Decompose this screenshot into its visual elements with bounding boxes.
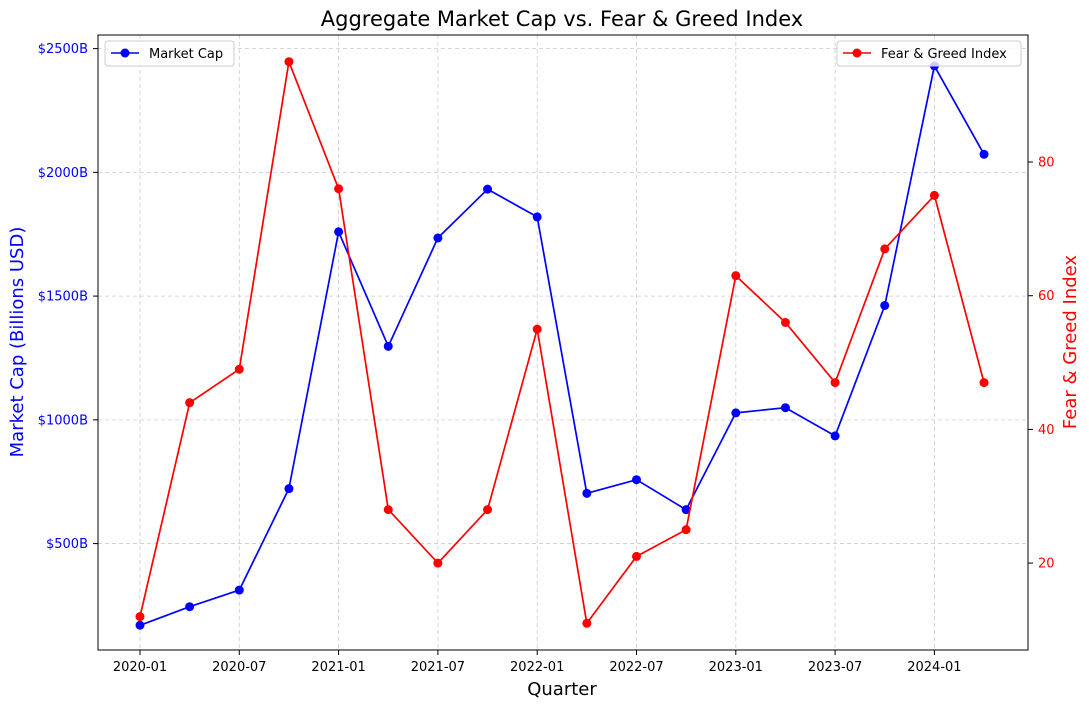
data-point-fear-greed	[483, 505, 493, 515]
data-point-fear-greed	[830, 378, 840, 388]
data-point-fear-greed	[880, 244, 890, 254]
data-point-market-cap	[483, 184, 493, 194]
data-point-market-cap	[185, 602, 195, 612]
x-tick-label: 2020-01	[113, 660, 167, 675]
right-y-tick-label: 20	[1038, 557, 1055, 572]
x-tick-label: 2021-01	[311, 660, 365, 675]
data-point-fear-greed	[632, 551, 641, 561]
data-point-fear-greed	[433, 558, 443, 568]
series-line-fear-greed	[139, 60, 985, 625]
data-point-market-cap	[135, 620, 145, 630]
left-y-axis: $500B $1000B $1500B $2000B $2500B	[38, 42, 98, 552]
data-point-market-cap	[433, 233, 443, 243]
right-y-axis: 20 40 60 80	[1028, 156, 1055, 572]
series-layer	[135, 57, 989, 630]
data-point-fear-greed	[780, 317, 790, 327]
data-point-fear-greed	[135, 612, 145, 622]
series-fear-greed	[135, 57, 989, 628]
series-market-cap	[135, 61, 989, 630]
data-point-fear-greed	[284, 57, 294, 67]
right-y-axis-title: Fear & Greed Index	[1060, 255, 1081, 430]
x-tick-label: 2022-01	[510, 660, 564, 675]
data-point-fear-greed	[582, 618, 592, 628]
data-point-market-cap	[632, 475, 641, 485]
data-point-market-cap	[979, 149, 989, 159]
data-point-market-cap	[383, 341, 393, 351]
left-y-tick-label: $1000B	[38, 413, 88, 428]
legend-label-market-cap: Market Cap	[149, 47, 223, 62]
x-tick-label: 2021-07	[411, 660, 465, 675]
data-point-market-cap	[234, 585, 244, 595]
x-tick-label: 2023-07	[808, 660, 862, 675]
data-point-fear-greed	[929, 190, 939, 200]
x-tick-label: 2020-07	[212, 660, 266, 675]
legend-market-cap: Market Cap	[104, 40, 235, 67]
data-point-market-cap	[582, 488, 592, 498]
data-point-fear-greed	[185, 398, 195, 408]
data-point-market-cap	[731, 408, 741, 418]
chart-title: Aggregate Market Cap vs. Fear & Greed In…	[321, 7, 803, 31]
left-y-axis-title: Market Cap (Billions USD)	[7, 227, 28, 458]
data-point-fear-greed	[234, 364, 244, 374]
data-point-fear-greed	[681, 525, 691, 535]
right-y-tick-label: 40	[1038, 423, 1055, 438]
data-point-fear-greed	[532, 324, 542, 334]
left-y-tick-label: $2000B	[38, 166, 88, 181]
data-point-market-cap	[780, 403, 790, 413]
x-tick-label: 2023-01	[709, 660, 763, 675]
data-point-fear-greed	[979, 378, 989, 388]
x-tick-label: 2022-07	[609, 660, 663, 675]
series-line-market-cap	[139, 65, 985, 627]
plot-frame	[97, 34, 1029, 651]
x-tick-label: 2024-01	[907, 660, 961, 675]
left-y-tick-label: $2500B	[38, 42, 88, 57]
data-point-market-cap	[334, 227, 344, 237]
data-point-fear-greed	[334, 184, 344, 194]
data-point-fear-greed	[731, 271, 741, 281]
right-y-tick-label: 60	[1038, 289, 1055, 304]
data-point-market-cap	[284, 484, 294, 494]
x-axis: 2020-01 2020-07 2021-01 2021-07 2022-01 2022-…	[113, 650, 962, 675]
right-y-tick-label: 80	[1038, 156, 1055, 171]
data-point-market-cap	[880, 301, 890, 311]
legend-fear-greed: Fear & Greed Index	[836, 40, 1022, 67]
left-y-tick-label: $500B	[46, 537, 88, 552]
grid	[98, 35, 1028, 650]
legend-label-fear-greed: Fear & Greed Index	[881, 47, 1007, 62]
data-point-fear-greed	[383, 505, 393, 515]
data-point-market-cap	[830, 431, 840, 441]
data-point-market-cap	[681, 505, 691, 515]
left-y-tick-label: $1500B	[38, 290, 88, 305]
data-point-market-cap	[532, 212, 542, 222]
x-axis-title: Quarter	[527, 679, 597, 700]
